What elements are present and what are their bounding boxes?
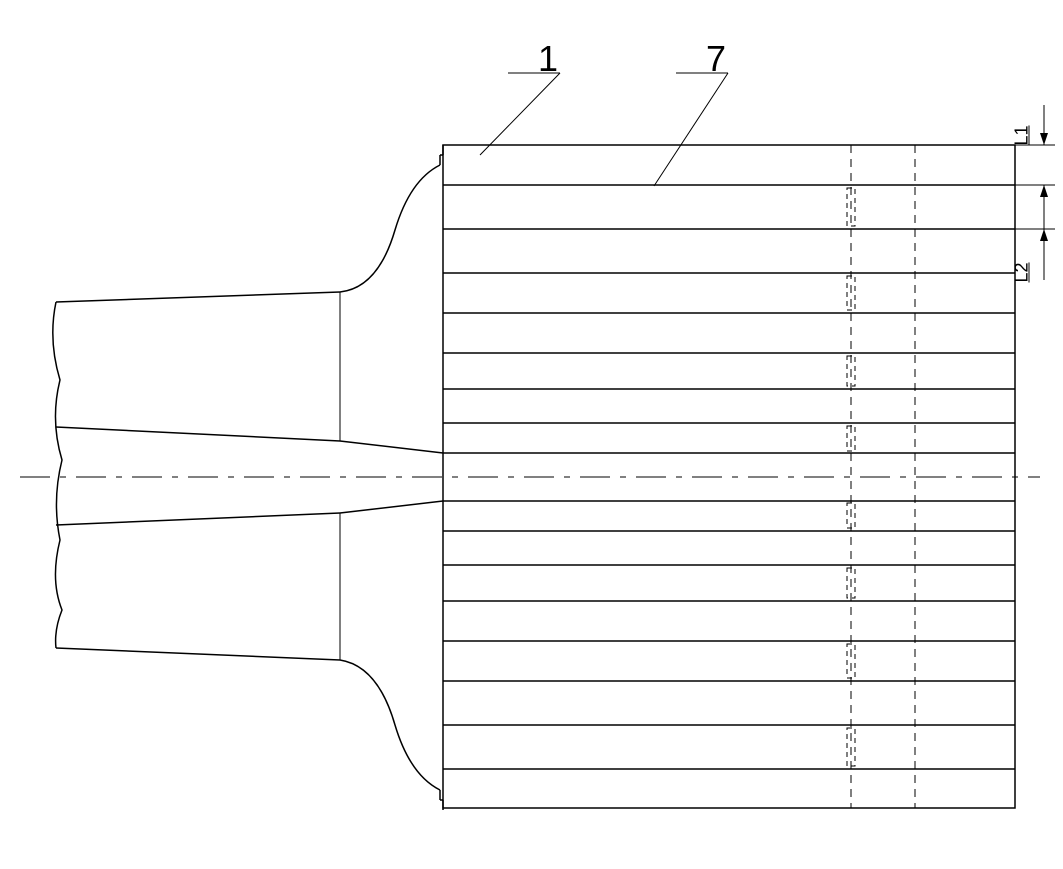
dimension-label-L2: L2 xyxy=(1012,262,1033,282)
engineering-drawing-canvas xyxy=(0,0,1063,869)
reference-label-7: 7 xyxy=(706,38,726,80)
reference-label-1: 1 xyxy=(538,38,558,80)
leader-lines xyxy=(480,73,728,186)
main-body xyxy=(20,145,1040,810)
dimension-label-L1: L1 xyxy=(1012,125,1033,145)
